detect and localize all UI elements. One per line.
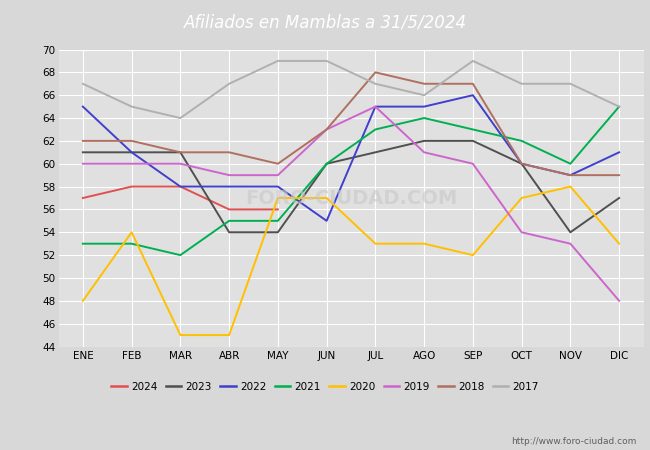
Text: http://www.foro-ciudad.com: http://www.foro-ciudad.com <box>512 436 637 446</box>
Legend: 2024, 2023, 2022, 2021, 2020, 2019, 2018, 2017: 2024, 2023, 2022, 2021, 2020, 2019, 2018… <box>107 378 543 396</box>
Text: FORO-CIUDAD.COM: FORO-CIUDAD.COM <box>245 189 457 207</box>
Text: Afiliados en Mamblas a 31/5/2024: Afiliados en Mamblas a 31/5/2024 <box>183 14 467 32</box>
